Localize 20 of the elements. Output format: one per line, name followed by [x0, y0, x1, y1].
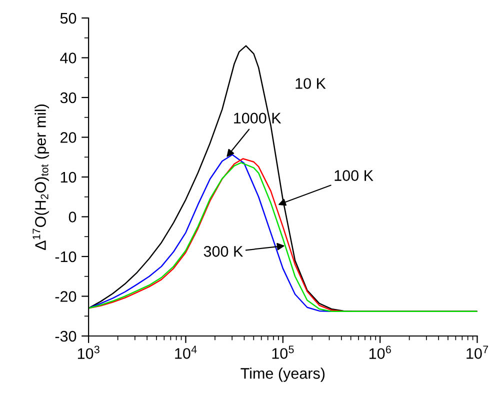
- y-tick-label: 50: [60, 12, 76, 24]
- annotation: 10 K: [296, 78, 326, 89]
- annotation: 1000 K: [234, 112, 282, 124]
- x-tick-label: 10$^{5}$: [272, 346, 294, 359]
- x-tick-label: 10$^{3}$: [78, 346, 100, 360]
- y-tick-label: -10: [55, 251, 76, 262]
- y-tick-label: 20: [60, 132, 76, 143]
- annotation: 100 K: [334, 170, 374, 181]
- y-axis-title: Δ$^{17}$O(H$_{2}$O)$_{tot}$ (per mil): [32, 104, 49, 250]
- y-tick-label: 30: [60, 92, 76, 104]
- y-tick-label: -20: [55, 291, 76, 302]
- x-tick-label: 10$^{4}$: [175, 346, 197, 359]
- x-tick-label: 10$^{7}$: [466, 346, 488, 359]
- y-tick-label: 0: [68, 212, 76, 222]
- y-tick-label: 10: [60, 172, 76, 183]
- x-tick-label: 10$^{6}$: [369, 346, 391, 360]
- x-axis-title: Time (years): [240, 368, 325, 382]
- y-tick-label: 40: [60, 52, 76, 64]
- y-tick-label: -30: [55, 330, 76, 342]
- annotation: 300 K: [204, 246, 244, 257]
